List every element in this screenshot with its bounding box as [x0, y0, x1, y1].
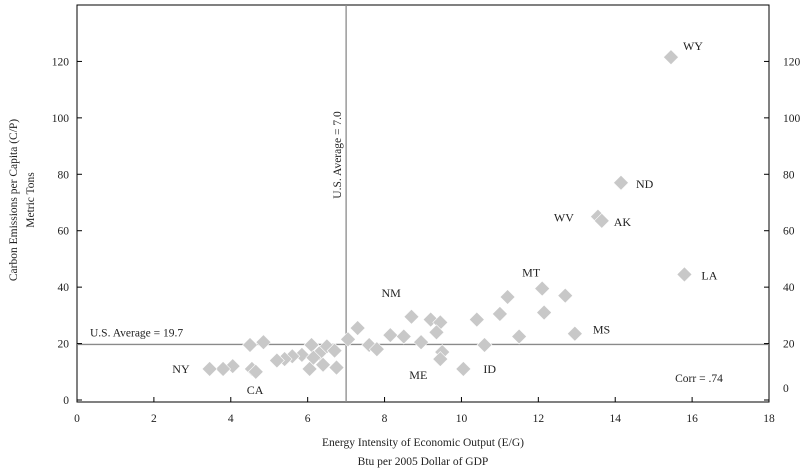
data-point — [557, 287, 574, 304]
data-point-la — [676, 266, 693, 283]
point-label-ak: AK — [614, 215, 632, 229]
x-tick-label: 14 — [609, 413, 621, 425]
point-label-mt: MT — [522, 266, 541, 280]
point-label-wv: WV — [554, 211, 574, 225]
point-label-ca: CA — [247, 383, 264, 397]
x-tick-label: 18 — [763, 413, 775, 425]
x-tick-label: 10 — [456, 413, 468, 425]
data-point-wy — [663, 49, 679, 66]
data-point — [340, 331, 356, 348]
data-point — [318, 338, 335, 355]
y-right-tick-label: 20 — [783, 339, 795, 351]
horizontal-reference-label: U.S. Average = 19.7 — [90, 327, 183, 339]
data-point — [476, 337, 493, 353]
data-point — [511, 328, 528, 345]
data-point — [382, 327, 399, 344]
data-point — [468, 311, 485, 328]
correlation-annotation: Corr = .74 — [675, 373, 723, 385]
point-label-id: ID — [483, 362, 496, 376]
point-labels: WY ND WV AK LA MT MS NM ME NY CA ID — [172, 39, 717, 397]
vertical-reference-label: U.S. Average = 7.0 — [332, 111, 344, 199]
x-axis-subtitle: Btu per 2005 Dollar of GDP — [358, 456, 489, 468]
data-point-ak — [593, 212, 610, 229]
point-label-ms: MS — [593, 323, 610, 337]
plot-frame — [76, 4, 770, 403]
data-point — [491, 306, 508, 322]
data-point-mt — [534, 280, 551, 297]
data-point-id — [455, 361, 472, 377]
data-points — [201, 49, 693, 380]
point-label-me: ME — [409, 368, 427, 382]
x-tick-label: 4 — [228, 413, 234, 425]
x-axis-ticks: 0 2 4 6 8 10 12 14 16 18 — [74, 397, 775, 425]
x-tick-label: 12 — [533, 413, 545, 425]
point-label-nd: ND — [636, 177, 654, 191]
data-point — [315, 356, 331, 373]
y-left-tick-label: 60 — [58, 226, 70, 238]
data-point — [395, 328, 412, 345]
data-point — [215, 361, 232, 377]
y-right-tick-label: 80 — [783, 169, 795, 181]
data-point — [293, 346, 310, 363]
y-left-tick-label: 100 — [52, 113, 70, 125]
point-label-ny: NY — [172, 362, 190, 376]
y-axis-left-ticks: 0 20 40 60 80 100 120 — [52, 56, 82, 407]
data-point — [499, 289, 516, 305]
data-point — [413, 334, 430, 351]
y-axis-right-ticks: 0 20 40 60 80 100 120 — [764, 56, 801, 401]
data-point — [428, 324, 445, 341]
data-point-ny — [201, 361, 218, 377]
x-tick-label: 6 — [305, 413, 311, 425]
y-left-tick-label: 80 — [58, 169, 70, 181]
x-tick-label: 0 — [74, 413, 80, 425]
data-point — [536, 304, 553, 321]
data-point — [328, 359, 345, 376]
data-point — [284, 348, 301, 365]
data-point — [326, 342, 343, 359]
data-point-me — [432, 351, 449, 368]
y-left-tick-label: 20 — [58, 339, 70, 351]
y-left-tick-label: 40 — [58, 282, 70, 294]
point-label-wy: WY — [683, 39, 703, 53]
data-point-ms — [566, 325, 583, 342]
data-point-nm — [403, 308, 420, 325]
y-right-tick-label: 60 — [783, 226, 795, 238]
y-axis-subtitle: Metric Tons — [25, 172, 37, 228]
data-point — [242, 337, 258, 353]
y-right-tick-label: 40 — [783, 282, 795, 294]
y-left-tick-label: 120 — [52, 56, 70, 68]
x-axis-title: Energy Intensity of Economic Output (E/G… — [322, 437, 524, 449]
y-right-tick-label: 0 — [783, 383, 789, 395]
y-right-tick-label: 100 — [783, 113, 801, 125]
x-tick-label: 8 — [382, 413, 388, 425]
data-point — [361, 337, 378, 353]
x-tick-label: 16 — [686, 413, 698, 425]
data-point — [224, 358, 241, 375]
data-point — [368, 341, 385, 358]
data-point — [349, 320, 366, 336]
x-tick-label: 2 — [151, 413, 157, 425]
data-point — [301, 361, 318, 377]
data-point-ca — [247, 363, 264, 380]
y-left-tick-label: 0 — [63, 395, 69, 407]
data-point — [268, 352, 285, 369]
data-point — [255, 334, 272, 351]
data-point-nd — [613, 174, 629, 191]
point-label-la: LA — [701, 268, 717, 282]
y-right-tick-label: 120 — [783, 56, 801, 68]
point-label-nm: NM — [381, 286, 401, 300]
y-axis-title: Carbon Emissions per Capita (C/P) — [8, 119, 20, 281]
